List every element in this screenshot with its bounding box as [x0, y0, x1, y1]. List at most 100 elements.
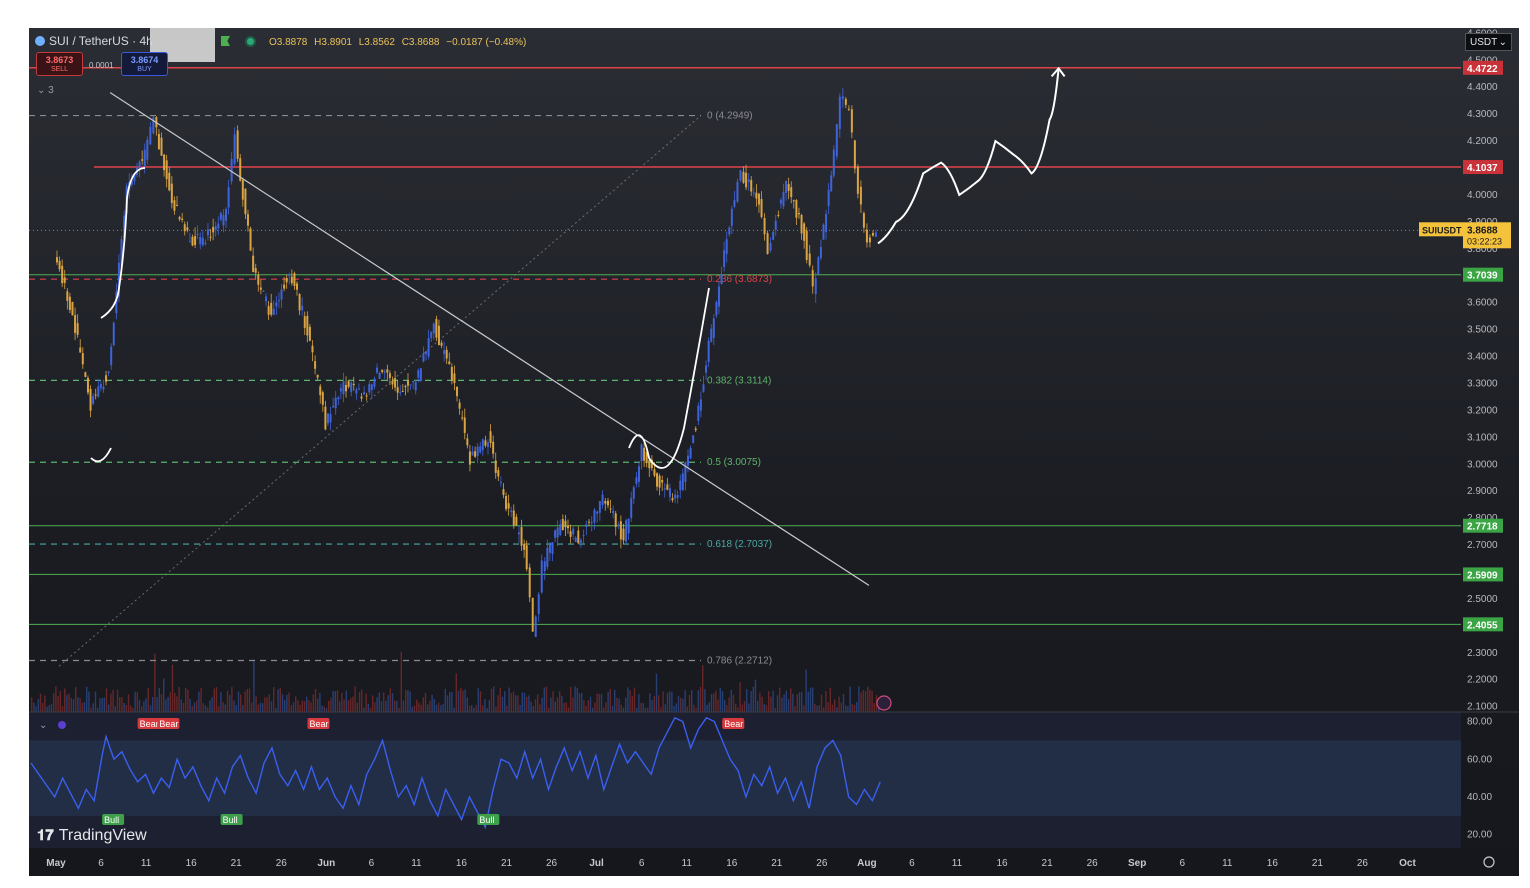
- volume-bar: [409, 691, 411, 712]
- rsi-pane-toggle[interactable]: ⌄: [39, 720, 67, 731]
- volume-bar: [64, 688, 66, 712]
- candle: [165, 160, 168, 180]
- candle: [246, 214, 249, 226]
- volume-bar: [829, 687, 831, 712]
- volume-bar: [416, 699, 418, 712]
- candle: [755, 192, 758, 199]
- volume-bar: [418, 702, 420, 712]
- candle: [625, 520, 628, 542]
- candle: [244, 188, 247, 215]
- candle: [350, 382, 353, 392]
- price-tick-label: 4.0000: [1467, 190, 1498, 201]
- volume-bar: [257, 704, 259, 712]
- volume-bar: [35, 706, 37, 712]
- candle: [510, 510, 513, 512]
- volume-bar: [856, 701, 858, 712]
- price-level-tag: [1463, 617, 1503, 632]
- volume-bar: [827, 702, 829, 712]
- buy-button[interactable]: 3.8674 BUY: [121, 52, 168, 76]
- volume-bar: [145, 698, 147, 712]
- currency-select[interactable]: USDT ⌄: [1465, 33, 1512, 51]
- volume-bar: [202, 703, 204, 712]
- price-tick-label: 4.4000: [1467, 82, 1498, 93]
- candle: [414, 382, 417, 391]
- volume-bar: [394, 700, 396, 712]
- volume-bar: [70, 698, 72, 712]
- x-tick-label: 21: [231, 858, 243, 869]
- candle: [112, 322, 115, 346]
- volume-bar: [644, 707, 647, 712]
- volume-bar: [479, 691, 482, 712]
- volume-bar: [556, 697, 559, 712]
- candle: [230, 158, 233, 182]
- volume-bar: [680, 697, 682, 712]
- candle: [747, 179, 750, 183]
- candle: [666, 484, 669, 490]
- price-chart[interactable]: 2.10002.20002.30002.40002.50002.60002.70…: [29, 28, 1519, 876]
- volume-bar: [422, 697, 424, 712]
- volume-bar: [532, 705, 534, 712]
- x-tick-label: 16: [996, 858, 1008, 869]
- volume-bar: [211, 697, 213, 712]
- signal-badge-label: Bear: [140, 719, 159, 729]
- candle: [715, 302, 718, 316]
- volume-bar: [754, 679, 757, 712]
- candle: [705, 365, 708, 373]
- volume-bar: [55, 686, 57, 712]
- volume-bar: [708, 702, 710, 712]
- candle: [574, 537, 577, 543]
- volume-bar: [642, 703, 644, 712]
- symbol-header[interactable]: SUI / TetherUS · 4h: [35, 34, 153, 48]
- volume-bar: [380, 701, 383, 712]
- candle: [606, 500, 609, 506]
- ohlc-readout: O3.8878 H3.8901 L3.8562 C3.8688 −0.0187 …: [269, 37, 530, 48]
- sell-button[interactable]: 3.8673 SELL: [36, 52, 83, 76]
- candle: [321, 392, 324, 405]
- volume-bar: [688, 694, 691, 712]
- volume-bar: [849, 686, 851, 712]
- bear-signal-badge: [157, 718, 180, 729]
- volume-bar: [226, 690, 229, 712]
- candle: [357, 388, 360, 390]
- volume-bar: [600, 694, 603, 712]
- flag-icon[interactable]: [221, 36, 230, 46]
- indicators-toggle[interactable]: ⌄ 3: [37, 85, 54, 96]
- volume-bar: [61, 706, 64, 712]
- volume-bar: [90, 707, 92, 712]
- candle: [650, 459, 653, 469]
- volume-bar: [462, 690, 464, 712]
- candle: [298, 294, 301, 311]
- volume-bar: [402, 700, 405, 712]
- candle: [456, 386, 459, 397]
- volume-bar: [781, 697, 783, 712]
- volume-bar: [666, 692, 669, 712]
- candle: [283, 284, 286, 289]
- volume-bar: [570, 686, 572, 712]
- candle: [188, 241, 191, 243]
- volume-bar: [143, 701, 145, 712]
- volume-bar: [625, 697, 627, 712]
- candle: [772, 231, 775, 240]
- candle: [427, 338, 430, 357]
- candle: [141, 159, 144, 161]
- volume-bar: [655, 673, 658, 712]
- volume-bar: [567, 707, 570, 712]
- candle: [365, 395, 368, 397]
- volume-bar: [473, 707, 475, 712]
- volume-bar: [242, 704, 244, 712]
- volume-bar: [367, 703, 369, 712]
- volume-bar: [572, 697, 574, 712]
- candle: [797, 213, 800, 215]
- price-tick-label: 2.1000: [1467, 702, 1498, 713]
- volume-bar: [501, 696, 504, 712]
- candle: [191, 236, 194, 246]
- volume-bar: [671, 691, 673, 712]
- candle: [528, 567, 531, 598]
- volume-bar: [72, 698, 75, 712]
- volume-bar: [790, 688, 792, 712]
- candle: [551, 542, 554, 555]
- candle: [819, 247, 822, 259]
- volume-bar: [853, 704, 856, 712]
- rsi-settings-icon[interactable]: [58, 721, 67, 729]
- candle: [239, 158, 242, 181]
